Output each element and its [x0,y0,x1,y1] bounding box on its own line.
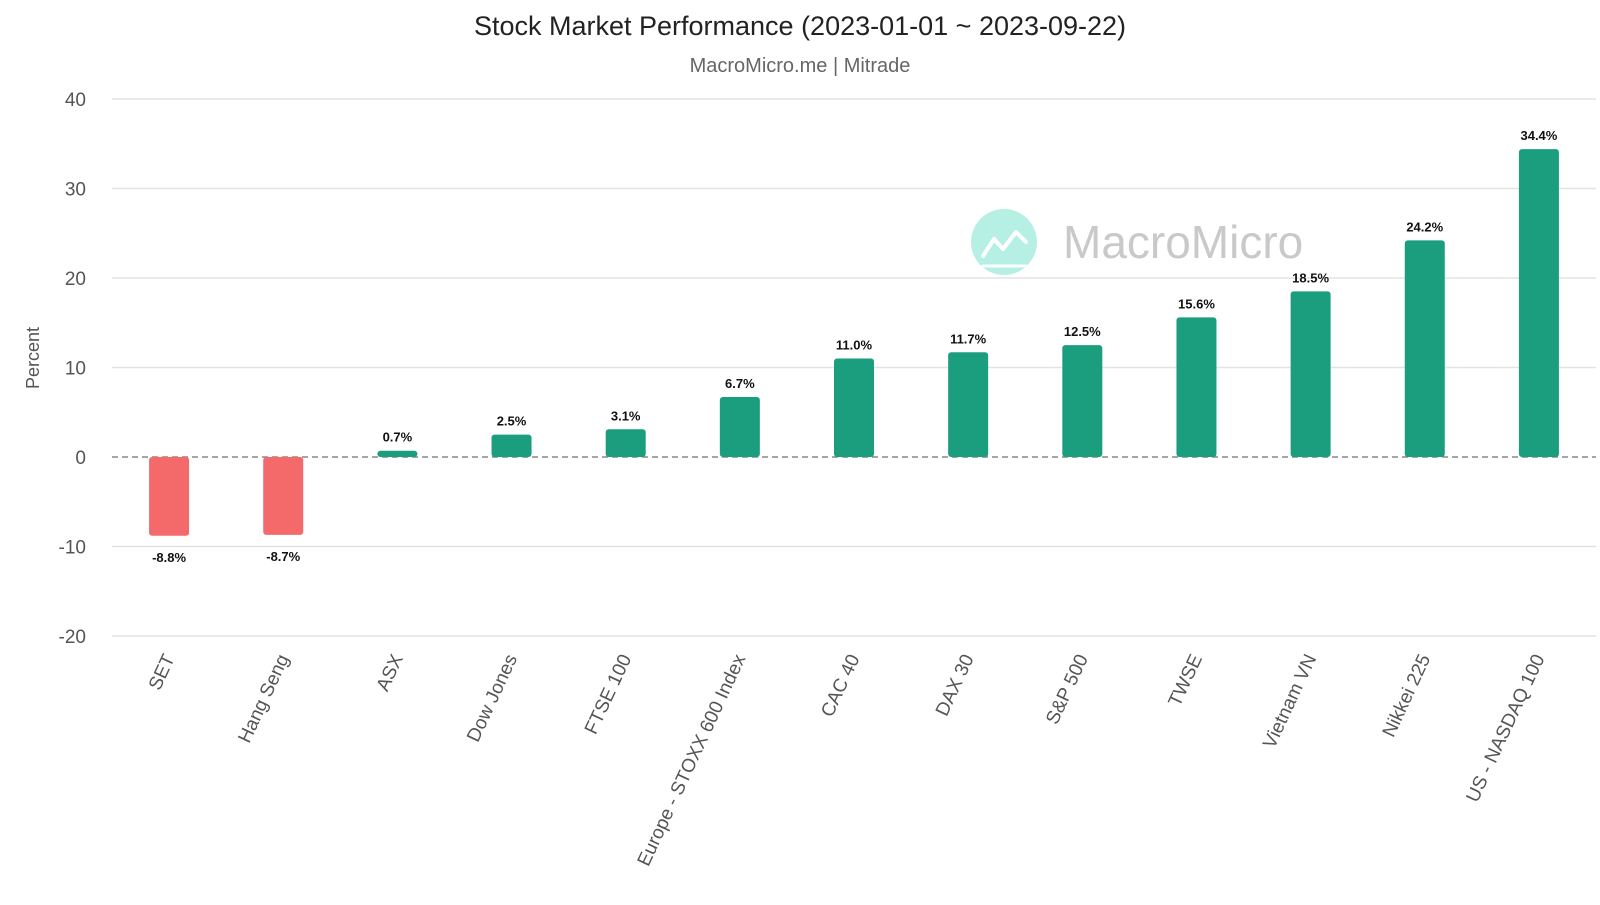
x-tick-label: FTSE 100 [581,651,636,737]
data-label: 11.0% [836,338,873,353]
data-label: 3.1% [611,408,641,423]
data-label: 15.6% [1178,296,1215,311]
bar[interactable] [1404,240,1445,457]
bar[interactable] [1518,149,1559,457]
data-label: 12.5% [1064,324,1101,339]
data-label: 11.7% [950,331,987,346]
y-tick-label: 30 [65,180,86,201]
x-tick-label: Hang Seng [235,651,294,746]
bar[interactable] [1290,291,1331,457]
x-tick-label: Europe - STOXX 600 Index [634,651,751,870]
y-tick-label: -10 [59,538,86,559]
x-tick-label: SET [145,651,180,694]
x-tick-label: Vietnam VN [1259,651,1321,751]
chart-line-icon [981,230,1028,268]
data-label: 0.7% [383,430,413,445]
bar[interactable] [605,429,646,457]
data-labels: -8.8% -8.7% 0.7% 2.5% 3.1% 6.7% 11.0% 11.7% 12.5… [152,128,1558,565]
x-tick-label: S&P 500 [1042,651,1093,728]
x-tick-label: DAX 30 [932,651,979,719]
data-label: -8.8% [152,550,186,565]
x-tick-label: Nikkei 225 [1379,651,1436,740]
bar[interactable] [377,450,418,457]
bar[interactable] [263,457,304,535]
bar[interactable] [1176,317,1217,457]
y-tick-label: -20 [59,627,86,648]
bars [149,149,1559,536]
data-label: 6.7% [725,376,755,391]
data-label: 24.2% [1406,219,1443,234]
x-tick-label: US - NASDAQ 100 [1463,651,1550,805]
watermark: MacroMicro [971,209,1303,275]
grid: 40 30 20 10 0 -10 -20 [59,90,1596,648]
y-tick-label: 40 [65,90,86,111]
x-tick-label: TWSE [1165,651,1207,710]
y-tick-label: 10 [65,359,86,380]
data-label: -8.7% [266,549,300,564]
bar[interactable] [491,434,532,457]
bar[interactable] [948,352,989,457]
x-tick-label: CAC 40 [817,651,864,720]
bar[interactable] [834,358,874,457]
x-tick-label: ASX [373,651,408,695]
y-tick-label: 20 [65,269,86,290]
chart-title: Stock Market Performance (2023-01-01 ~ 2… [474,11,1126,41]
bar[interactable] [719,397,760,457]
watermark-text: MacroMicro [1063,216,1303,268]
bar[interactable] [1062,345,1103,457]
y-axis-label: Percent [23,327,43,389]
y-tick-label: 0 [75,448,86,469]
chart-subtitle: MacroMicro.me | Mitrade [690,55,911,77]
data-label: 34.4% [1520,128,1557,143]
data-label: 2.5% [497,414,527,429]
bar[interactable] [149,457,190,536]
x-tick-label: Dow Jones [463,651,522,745]
data-label: 18.5% [1292,270,1329,285]
watermark-circle [971,209,1037,275]
